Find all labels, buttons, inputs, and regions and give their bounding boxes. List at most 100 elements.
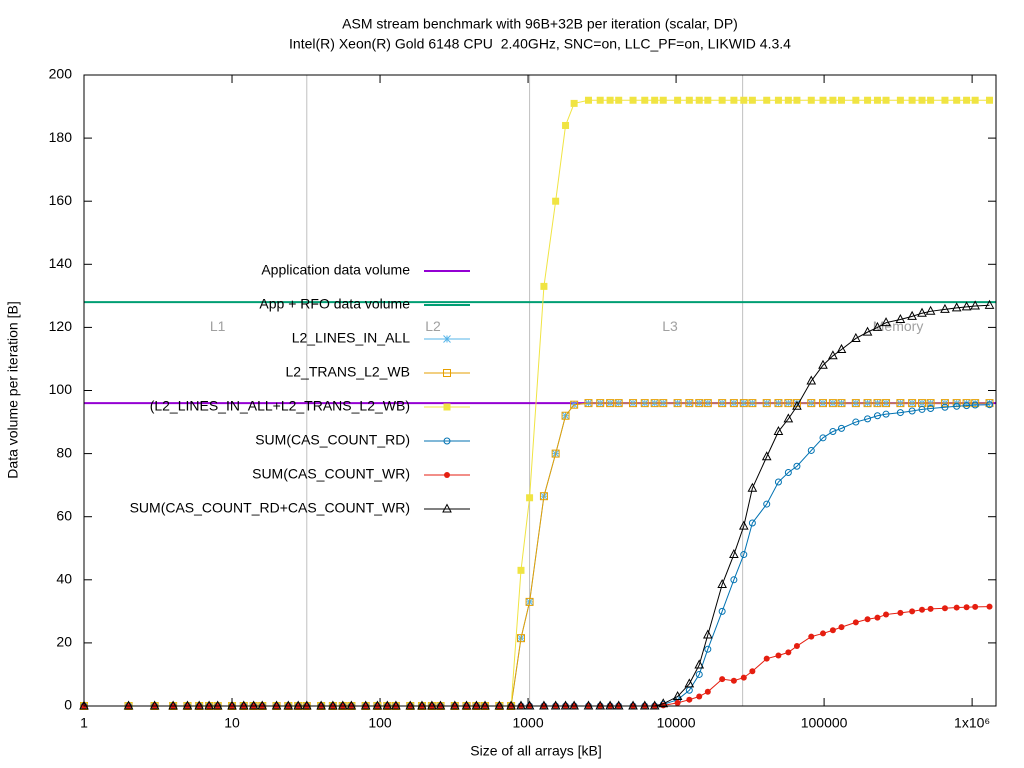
marker: [658, 698, 669, 708]
marker: [718, 96, 726, 104]
region-label: L3: [662, 318, 678, 334]
marker-shape: [852, 96, 860, 104]
marker: [659, 96, 667, 104]
marker-shape: [525, 597, 534, 606]
marker: [248, 700, 259, 710]
marker: [962, 399, 971, 408]
marker: [961, 301, 972, 311]
marker: [615, 96, 623, 104]
marker: [606, 96, 614, 104]
marker-shape: [718, 399, 727, 408]
marker-shape: [985, 399, 994, 408]
legend-label: (L2_LINES_IN_ALL+L2_TRANS_L2_WB): [150, 398, 410, 414]
marker-shape: [695, 96, 703, 104]
marker-shape: [986, 401, 994, 409]
marker-shape: [927, 404, 935, 412]
marker-shape: [685, 96, 693, 104]
marker: [784, 399, 793, 408]
marker-shape: [908, 96, 916, 104]
chart-title: ASM stream benchmark with 96B+32B per it…: [342, 16, 738, 32]
marker: [852, 418, 860, 426]
y-tick-label: 80: [56, 444, 72, 460]
marker: [405, 700, 416, 710]
marker-shape: [851, 332, 861, 342]
marker: [792, 400, 802, 410]
marker-shape: [828, 350, 838, 360]
marker: [808, 633, 815, 640]
marker: [443, 437, 451, 445]
marker: [882, 96, 890, 104]
marker-shape: [881, 317, 891, 327]
marker: [864, 415, 872, 423]
marker-shape: [837, 399, 846, 408]
legend-label: App + RFO data volume: [259, 296, 410, 312]
marker: [963, 402, 971, 410]
marker-shape: [925, 305, 936, 315]
legend-label: Application data volume: [261, 262, 410, 278]
marker-shape: [783, 413, 794, 423]
x-tick-label: 100: [368, 715, 392, 731]
marker: [704, 96, 712, 104]
marker: [864, 96, 872, 104]
marker-shape: [443, 335, 451, 343]
marker-shape: [494, 700, 505, 710]
marker: [639, 700, 650, 710]
marker-shape: [953, 96, 961, 104]
marker: [863, 399, 872, 408]
marker-shape: [606, 96, 614, 104]
marker: [881, 317, 891, 327]
marker-shape: [927, 605, 934, 612]
marker-shape: [882, 410, 890, 418]
marker-shape: [829, 627, 836, 634]
y-tick-label: 200: [49, 66, 73, 82]
marker: [953, 96, 961, 104]
marker: [897, 609, 904, 616]
marker-shape: [940, 303, 950, 313]
marker-shape: [837, 96, 845, 104]
marker-shape: [738, 520, 749, 530]
marker: [739, 399, 748, 408]
marker: [941, 96, 949, 104]
marker-shape: [257, 700, 268, 710]
marker-shape: [444, 472, 450, 478]
marker-shape: [686, 696, 693, 703]
marker-shape: [807, 446, 815, 454]
marker-shape: [761, 451, 772, 461]
marker-shape: [807, 96, 815, 104]
marker: [783, 413, 794, 423]
marker-shape: [516, 634, 525, 643]
marker: [807, 399, 816, 408]
marker-shape: [337, 700, 348, 710]
marker: [257, 700, 268, 710]
marker-shape: [784, 399, 793, 408]
marker-shape: [729, 399, 738, 408]
marker-shape: [971, 96, 979, 104]
marker-shape: [919, 606, 926, 613]
marker: [730, 677, 737, 684]
marker: [819, 630, 826, 637]
marker-shape: [658, 698, 669, 708]
marker: [551, 449, 560, 458]
marker: [719, 676, 726, 683]
marker-shape: [918, 96, 926, 104]
marker-shape: [882, 399, 891, 408]
marker-shape: [749, 668, 756, 675]
marker: [540, 282, 548, 290]
marker-shape: [673, 399, 682, 408]
marker: [793, 462, 801, 470]
marker: [204, 700, 214, 710]
marker: [873, 412, 881, 420]
x-axis-label: Size of all arrays [kB]: [470, 743, 602, 759]
marker-shape: [442, 503, 452, 513]
marker-shape: [883, 611, 890, 618]
marker: [168, 700, 178, 710]
marker-shape: [917, 307, 927, 317]
marker: [851, 399, 860, 408]
x-tick-label: 1: [80, 715, 88, 731]
marker: [748, 519, 756, 527]
marker-shape: [748, 519, 756, 527]
marker-shape: [540, 282, 548, 290]
legend-label: L2_TRANS_L2_WB: [285, 364, 410, 380]
marker: [919, 606, 926, 613]
marker-shape: [238, 700, 249, 710]
